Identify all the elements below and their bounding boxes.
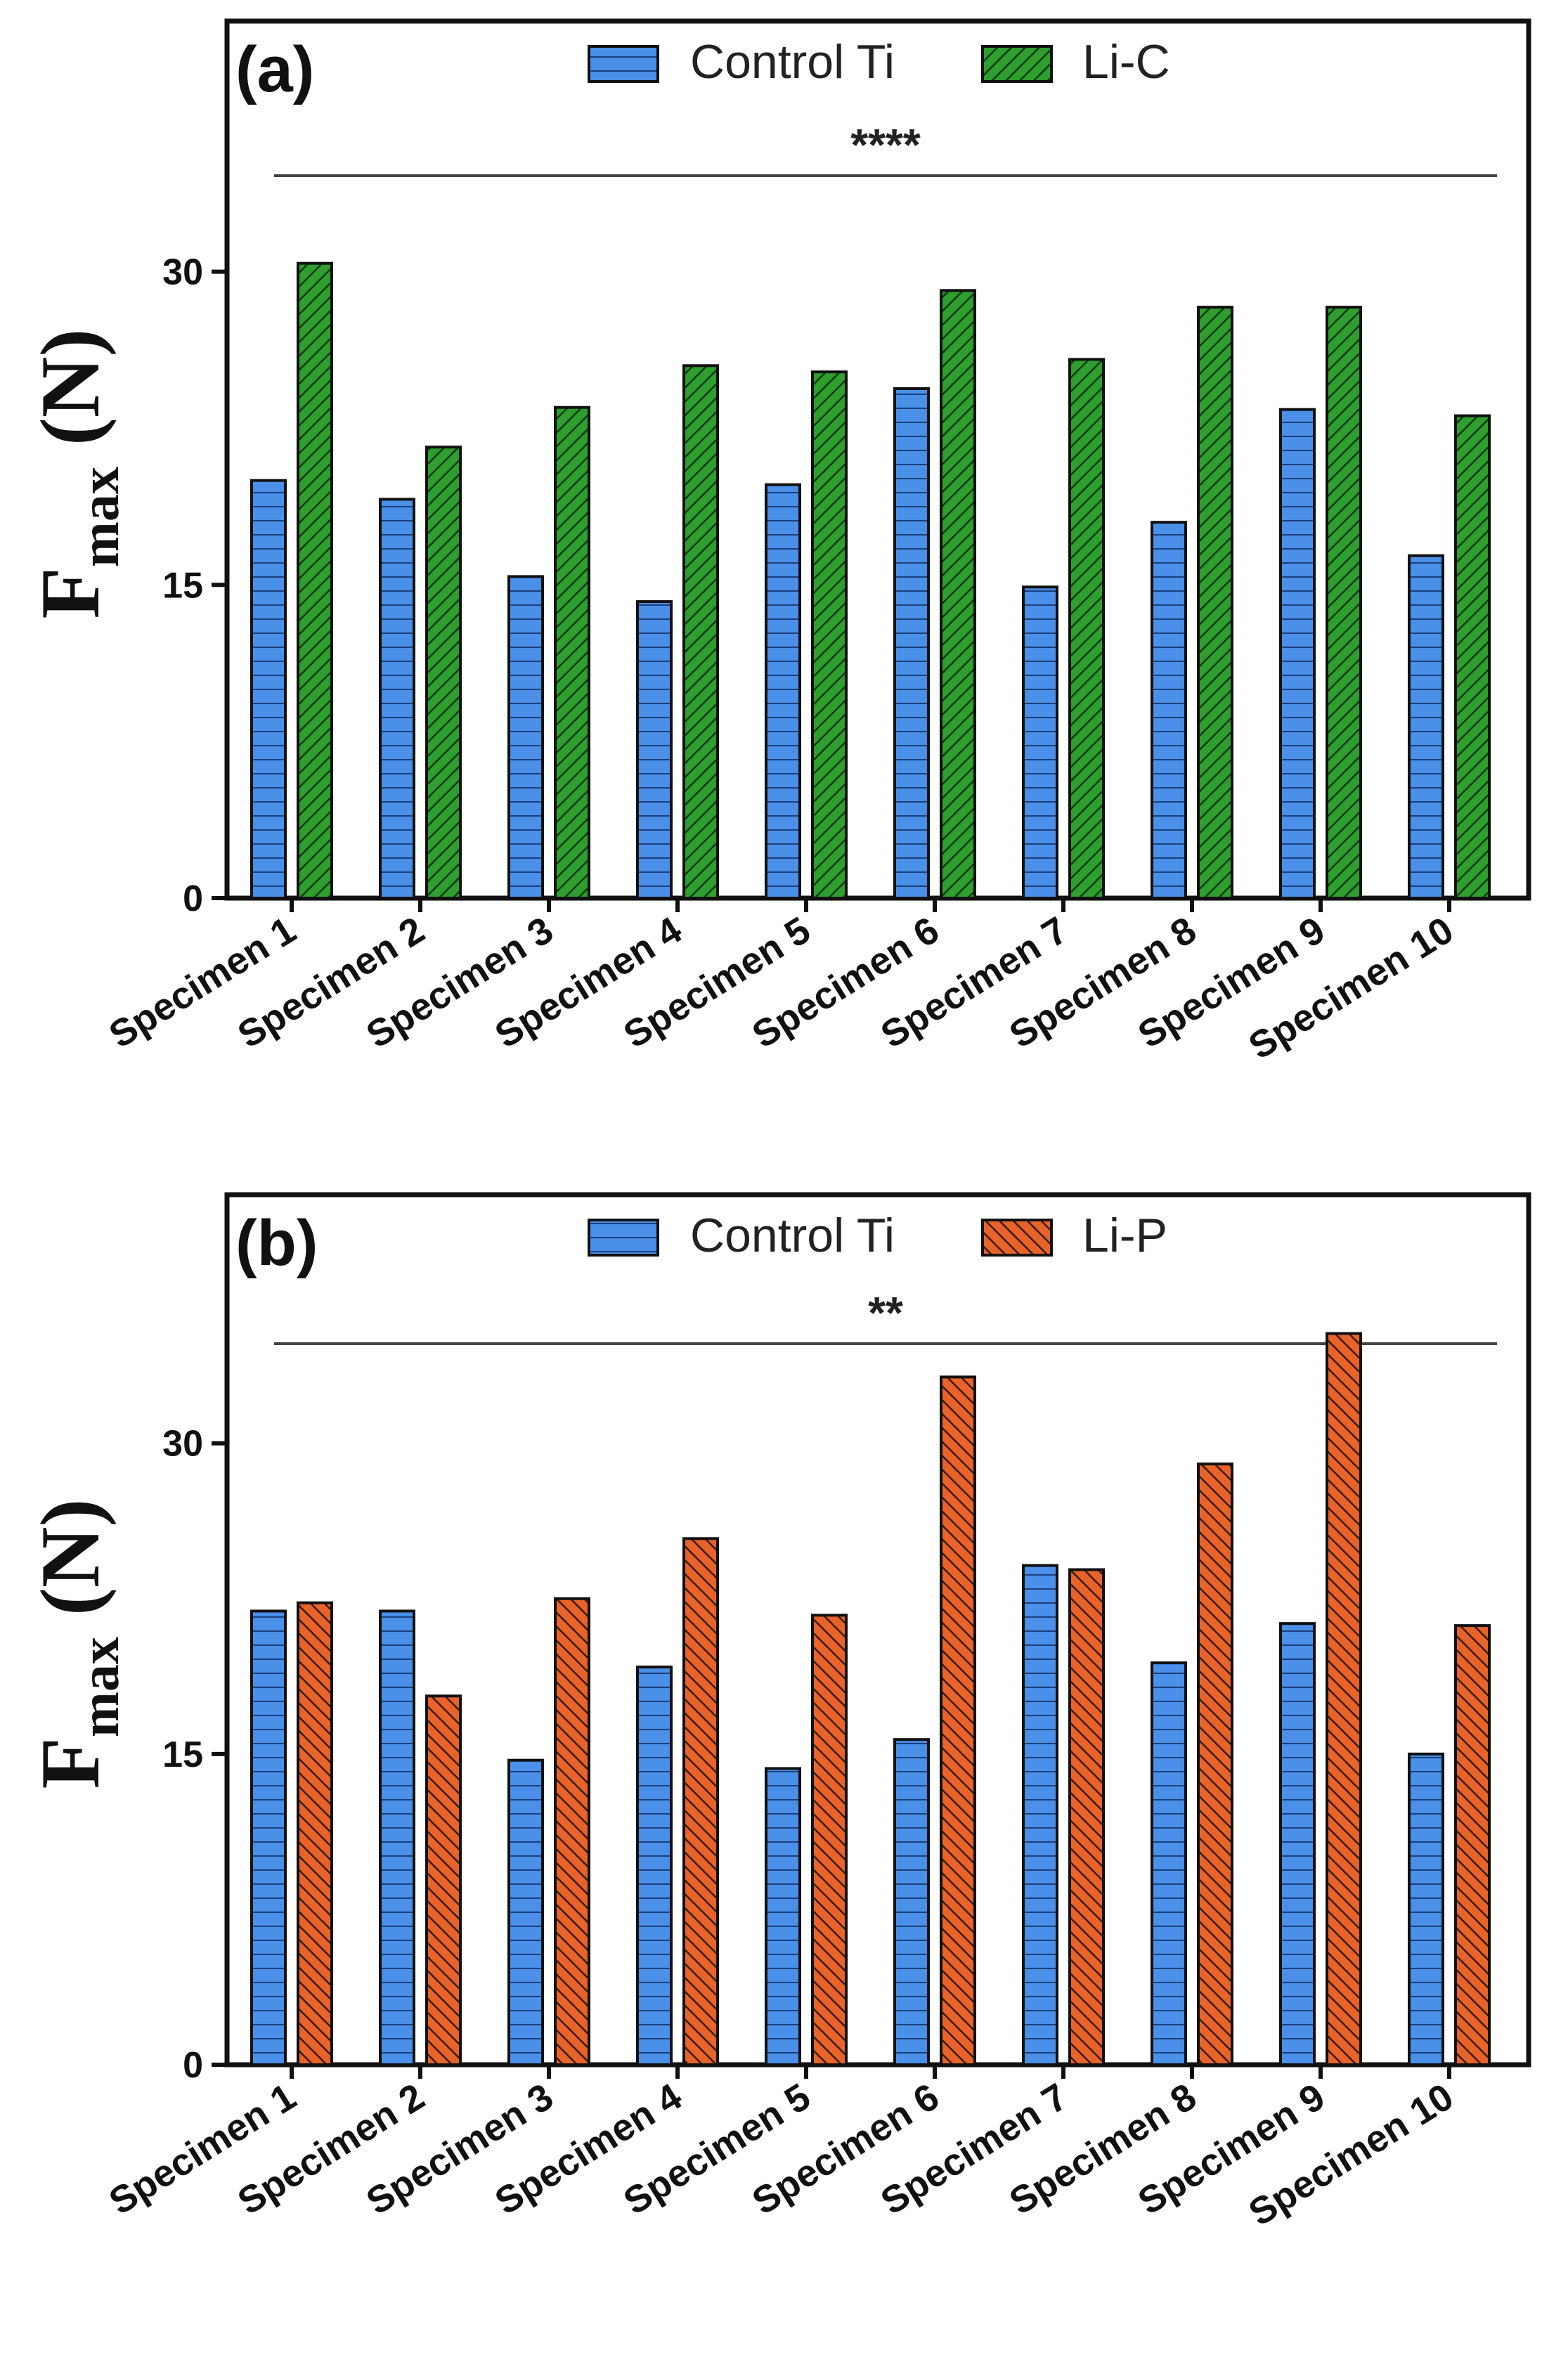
bar-treatment [1326, 306, 1362, 900]
bar-control [765, 483, 801, 900]
legend-label-treatment: Li-C [1082, 35, 1170, 89]
bar-control [1151, 1661, 1187, 2066]
bar-treatment [554, 1597, 590, 2066]
legend-swatch-control [588, 1219, 659, 1257]
bar-control [250, 479, 287, 900]
bar-control [765, 1767, 801, 2066]
bar-treatment [297, 261, 333, 900]
bar-treatment [1326, 1332, 1362, 2066]
bar-control [893, 387, 930, 900]
bar-control [1279, 408, 1316, 900]
legend-swatch-treatment [981, 1219, 1053, 1257]
bar-control [1151, 521, 1187, 900]
y-tick-label: 15 [162, 1734, 203, 1775]
bar-treatment [682, 1537, 719, 2066]
bar-control [1279, 1622, 1316, 2067]
panel-label: (a) [235, 34, 314, 105]
y-tick-label: 30 [162, 1424, 203, 1465]
bar-control [1022, 585, 1058, 900]
plot-frame [224, 1192, 1531, 2068]
bar-treatment [425, 1694, 462, 2066]
legend-label-control: Control Ti [690, 1209, 895, 1262]
bar-treatment [940, 289, 976, 900]
bar-treatment [554, 405, 590, 900]
significance-label: ** [868, 1287, 903, 1338]
legend-label-treatment: Li-P [1082, 1209, 1167, 1262]
bar-control [893, 1738, 930, 2067]
bar-treatment [811, 370, 848, 900]
y-tick-label: 15 [162, 565, 203, 606]
bar-control [636, 600, 673, 900]
plot-frame [224, 18, 1531, 901]
bar-treatment [1197, 306, 1233, 900]
bar-control [250, 1609, 287, 2066]
bar-treatment [682, 364, 719, 900]
legend-swatch-control [588, 45, 659, 83]
bar-treatment [297, 1601, 333, 2066]
legend-swatch-treatment [981, 45, 1053, 83]
bar-treatment [1068, 1568, 1105, 2066]
y-axis-label: Fmax (N) [23, 1499, 130, 1789]
y-axis-label: Fmax (N) [23, 329, 130, 619]
bar-treatment [1454, 1624, 1491, 2066]
bar-control [1022, 1564, 1058, 2066]
bar-treatment [940, 1375, 976, 2066]
bar-treatment [811, 1614, 848, 2067]
y-tick-label: 0 [183, 2045, 203, 2086]
significance-label: **** [850, 119, 921, 170]
bar-control [507, 575, 544, 900]
y-tick-label: 30 [162, 252, 203, 293]
bar-control [1408, 554, 1444, 900]
bar-control [1408, 1752, 1444, 2067]
bar-control [379, 1609, 415, 2066]
bar-control [507, 1758, 544, 2066]
bar-treatment [1197, 1462, 1233, 2066]
legend: Control Ti Li-C [588, 35, 1170, 89]
bar-control [636, 1666, 673, 2066]
bar-treatment [1454, 414, 1491, 900]
bar-treatment [1068, 358, 1105, 900]
legend: Control Ti Li-P [588, 1209, 1167, 1262]
bar-control [379, 498, 415, 900]
panel-label: (b) [235, 1207, 318, 1279]
bar-treatment [425, 446, 462, 900]
y-tick-label: 0 [183, 878, 203, 919]
legend-label-control: Control Ti [690, 35, 895, 89]
